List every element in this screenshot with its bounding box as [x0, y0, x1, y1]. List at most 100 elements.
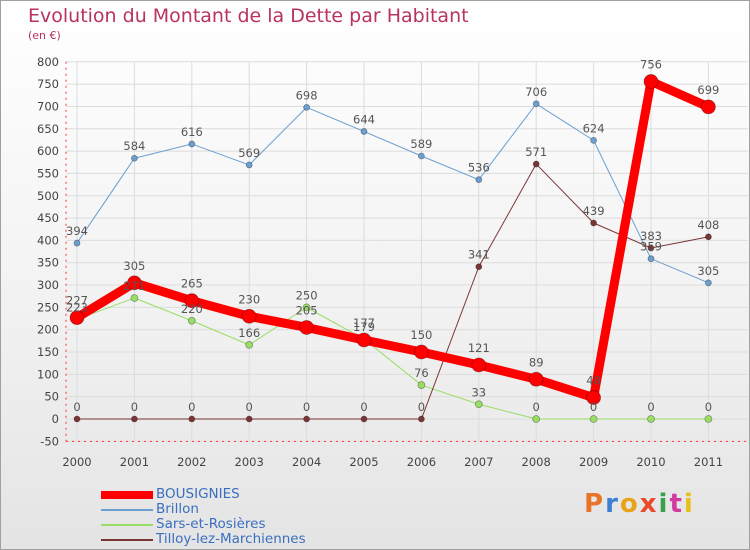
data-label: 0 — [360, 400, 367, 414]
y-tick-label: 350 — [37, 256, 59, 270]
y-tick-label: 0 — [52, 412, 59, 426]
data-point — [586, 390, 601, 405]
data-point — [356, 332, 372, 348]
data-label: 0 — [246, 400, 253, 414]
data-point — [303, 103, 311, 111]
data-point — [647, 415, 655, 423]
logo-letter: i — [658, 489, 670, 519]
data-label: 230 — [238, 292, 260, 306]
y-tick-label: 200 — [37, 323, 59, 337]
y-tick-label: 800 — [37, 55, 59, 69]
data-point — [126, 275, 142, 291]
y-tick-label: 650 — [37, 122, 59, 136]
data-label: 589 — [410, 137, 432, 151]
series-line — [77, 163, 709, 420]
legend-swatch — [101, 491, 153, 499]
data-point — [701, 99, 716, 115]
data-point — [299, 320, 315, 335]
y-tick-label: 250 — [37, 300, 59, 314]
y-tick-label: 700 — [37, 99, 59, 113]
x-tick-label: 2002 — [177, 455, 206, 469]
legend-swatch — [101, 509, 153, 511]
data-point — [73, 239, 81, 247]
y-tick-label: 400 — [37, 233, 59, 247]
data-point — [360, 415, 368, 423]
logo-letter: r — [605, 489, 620, 519]
x-tick-label: 2009 — [579, 455, 608, 469]
data-label: 179 — [353, 320, 375, 334]
x-tick-label: 2008 — [522, 455, 551, 469]
data-point — [188, 140, 196, 148]
data-point — [417, 152, 425, 160]
data-label: 223 — [66, 300, 88, 314]
y-tick-label: 100 — [37, 367, 59, 381]
y-tick-label: 600 — [37, 144, 59, 158]
data-label: 644 — [353, 112, 375, 126]
data-label: 76 — [414, 366, 429, 380]
data-point — [475, 176, 483, 184]
data-point — [417, 415, 425, 423]
y-tick-label: 750 — [37, 77, 59, 91]
data-point — [69, 310, 85, 326]
data-label: 177 — [353, 316, 375, 330]
data-label: 706 — [525, 85, 547, 99]
y-tick-label: 150 — [37, 345, 59, 359]
data-label: 394 — [66, 224, 88, 238]
data-point — [528, 371, 544, 387]
data-point — [130, 415, 138, 423]
data-point — [245, 161, 253, 169]
data-point — [303, 415, 311, 423]
data-point — [417, 381, 426, 389]
data-label: 305 — [123, 259, 145, 273]
data-label: 0 — [303, 400, 310, 414]
legend-label: BOUSIGNIES — [156, 486, 240, 502]
data-point — [360, 128, 368, 135]
y-tick-label: 450 — [37, 211, 59, 225]
series-line — [76, 297, 709, 420]
data-point — [188, 415, 196, 423]
data-label: 699 — [697, 83, 719, 97]
data-label: 0 — [188, 400, 195, 414]
y-tick-label: 550 — [37, 166, 59, 180]
legend-label: Sars-et-Rosières — [156, 516, 266, 532]
data-label: 227 — [66, 294, 88, 308]
data-label: 271 — [123, 279, 145, 293]
data-label: 698 — [296, 88, 318, 102]
x-tick-label: 2004 — [292, 455, 321, 469]
data-point — [590, 136, 597, 144]
y-tick-label: 500 — [37, 189, 59, 203]
data-label: 616 — [181, 125, 203, 139]
x-tick-label: 2006 — [407, 455, 436, 469]
data-label: 121 — [468, 341, 490, 355]
data-label: 250 — [296, 288, 318, 302]
data-label: 383 — [640, 229, 662, 243]
chart-subtitle: (en €) — [28, 29, 61, 42]
data-label: 408 — [697, 218, 719, 232]
data-point — [241, 308, 257, 324]
data-label: 0 — [418, 400, 425, 414]
data-label: 0 — [533, 400, 540, 414]
data-point — [187, 316, 196, 325]
data-point — [590, 219, 597, 227]
data-label: 220 — [181, 302, 203, 316]
data-point — [73, 415, 81, 423]
data-label: 305 — [697, 264, 719, 278]
data-label: 0 — [647, 400, 654, 414]
data-point — [705, 279, 712, 287]
data-point — [532, 100, 540, 108]
chart-title: Evolution du Montant de la Dette par Hab… — [28, 5, 469, 27]
legend-label: Tilloy-lez-Marchiennes — [156, 531, 306, 547]
data-point — [705, 233, 712, 241]
data-point — [589, 415, 598, 423]
data-point — [647, 244, 655, 252]
x-tick-label: 2010 — [636, 455, 665, 469]
data-label: 0 — [590, 400, 597, 414]
logo-letter: o — [619, 489, 640, 519]
x-tick-label: 2000 — [62, 455, 91, 469]
data-label: 0 — [131, 400, 138, 414]
data-label: 569 — [238, 146, 260, 160]
data-label: 205 — [296, 303, 318, 317]
data-point — [413, 344, 429, 360]
